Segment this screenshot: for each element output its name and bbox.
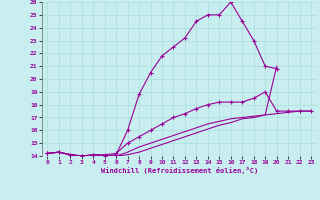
X-axis label: Windchill (Refroidissement éolien,°C): Windchill (Refroidissement éolien,°C) <box>100 167 258 174</box>
